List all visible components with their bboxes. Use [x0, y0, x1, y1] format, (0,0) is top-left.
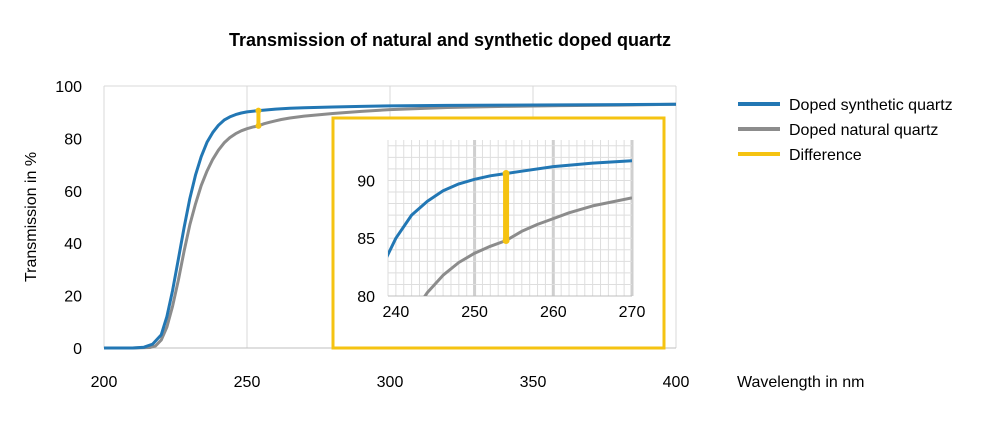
y-tick-label: 20 — [64, 289, 82, 306]
chart-title: Transmission of natural and synthetic do… — [228, 30, 672, 50]
y-tick-label: 60 — [64, 184, 82, 201]
x-tick-label: 350 — [520, 374, 547, 391]
x-tick-label: 200 — [91, 374, 118, 391]
series-line-natural — [104, 102, 677, 350]
inset-frame — [331, 116, 666, 350]
inset-series-line-natural — [423, 196, 632, 296]
inset-difference-point-bottom — [502, 237, 510, 245]
legend-label-difference: Difference — [789, 147, 862, 164]
legend-item-difference: Difference — [738, 147, 862, 164]
inset-series-line-synthetic — [388, 159, 632, 258]
x-tick-label: 250 — [234, 374, 261, 391]
y-tick-label: 80 — [64, 131, 82, 148]
y-tick-label: 0 — [73, 341, 82, 358]
legend-label-synthetic: Doped synthetic quartz — [789, 97, 953, 114]
legend-label-natural: Doped natural quartz — [789, 122, 938, 139]
difference-point-bottom — [255, 122, 262, 129]
inset-zoom: 240 250 260 270 80 85 90 — [331, 116, 666, 350]
inset-x-tick-label: 260 — [540, 304, 567, 321]
y-tick-label: 40 — [64, 236, 82, 253]
x-tick-label: 300 — [377, 374, 404, 391]
series-line-synthetic — [104, 102, 677, 350]
inset-series — [388, 159, 632, 296]
x-tick-label: 400 — [663, 374, 690, 391]
inset-y-tick-label: 85 — [357, 231, 375, 248]
inset-x-tick-label: 240 — [383, 304, 410, 321]
inset-difference-point-top — [502, 170, 510, 178]
inset-y-tick-label: 80 — [357, 289, 375, 306]
inset-ticks: 240 250 260 270 80 85 90 — [357, 173, 645, 321]
legend-item-synthetic: Doped synthetic quartz — [738, 97, 953, 114]
difference-point-top — [255, 107, 262, 114]
inset-y-tick-label: 90 — [357, 173, 375, 190]
y-tick-label: 100 — [55, 79, 82, 96]
x-axis-label: Wavelength in nm — [737, 374, 864, 391]
inset-x-tick-label: 250 — [461, 304, 488, 321]
inset-x-tick-label: 270 — [619, 304, 646, 321]
main-ticks: 200 250 300 350 400 0 20 40 60 80 100 — [55, 79, 689, 391]
main-series — [104, 102, 677, 350]
legend: Doped synthetic quartz Doped natural qua… — [738, 97, 953, 164]
legend-item-natural: Doped natural quartz — [738, 122, 938, 139]
y-axis-label: Transmission in % — [23, 152, 40, 282]
